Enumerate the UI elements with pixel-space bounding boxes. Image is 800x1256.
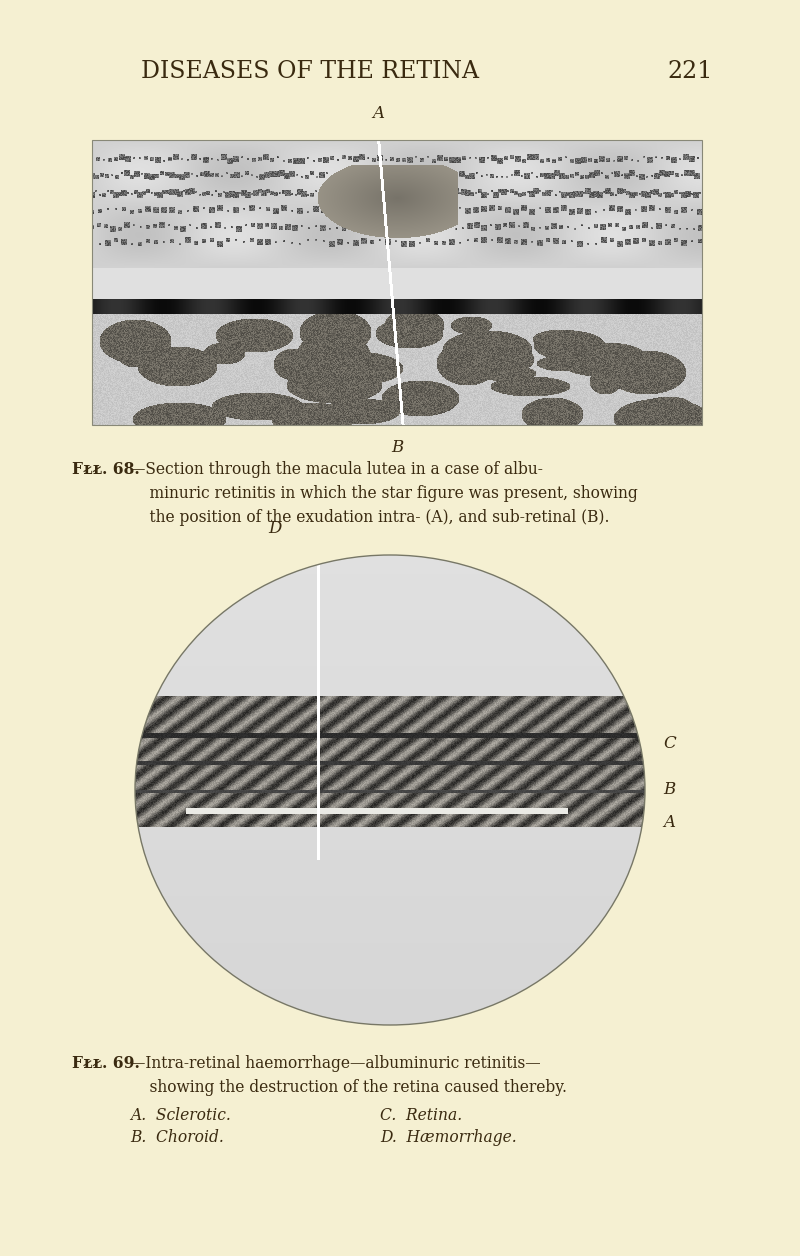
Text: B: B bbox=[391, 440, 403, 456]
Text: A.  Sclerotic.: A. Sclerotic. bbox=[130, 1107, 230, 1124]
Text: C: C bbox=[663, 735, 676, 751]
Text: A: A bbox=[373, 106, 385, 122]
Bar bbox=[92, 139, 702, 425]
Text: DISEASES OF THE RETINA: DISEASES OF THE RETINA bbox=[141, 60, 479, 83]
Text: D.  Hæmorrhage.: D. Hæmorrhage. bbox=[380, 1129, 517, 1145]
Text: D: D bbox=[269, 520, 282, 538]
Text: Fᴌᴌ. 69.: Fᴌᴌ. 69. bbox=[72, 1055, 140, 1073]
Text: Fᴌᴌ. 68.: Fᴌᴌ. 68. bbox=[72, 461, 140, 479]
Text: B: B bbox=[663, 781, 675, 799]
Text: —Intra-retinal haemorrhage—albuminuric retinitis—
    showing the destruction of: —Intra-retinal haemorrhage—albuminuric r… bbox=[130, 1055, 567, 1096]
Text: A: A bbox=[663, 814, 675, 831]
Text: —Section through the macula lutea in a case of albu-
    minuric retinitis in wh: —Section through the macula lutea in a c… bbox=[130, 461, 638, 526]
Ellipse shape bbox=[135, 555, 645, 1025]
Text: B.  Choroid.: B. Choroid. bbox=[130, 1129, 224, 1145]
Text: 221: 221 bbox=[667, 60, 713, 83]
Text: C.  Retina.: C. Retina. bbox=[380, 1107, 462, 1124]
